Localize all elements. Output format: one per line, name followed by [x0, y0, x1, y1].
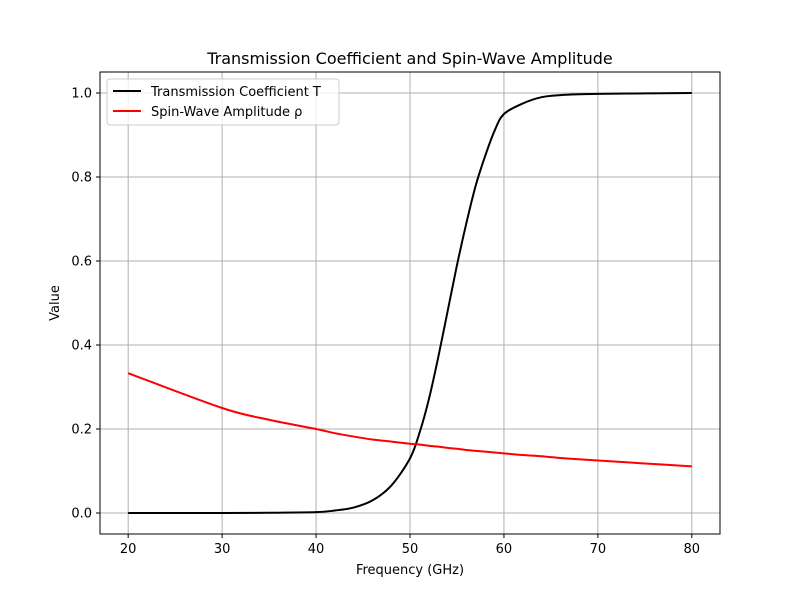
y-tick-label: 0.6 [71, 255, 92, 270]
x-tick-label: 70 [590, 542, 607, 557]
x-tick-label: 20 [120, 542, 137, 557]
legend-label-spin-wave: Spin-Wave Amplitude ρ [151, 105, 302, 120]
legend: Transmission Coefficient T Spin-Wave Amp… [106, 78, 340, 126]
y-tick-label: 0.8 [71, 171, 92, 186]
tick-layer: 20 30 40 50 60 70 80 0.0 0.2 0.4 0.6 0.8 1.0 [71, 87, 700, 558]
y-axis-label: Value [48, 285, 63, 321]
legend-box [106, 78, 340, 126]
y-tick-label: 0.4 [71, 339, 92, 354]
y-tick-label: 0.0 [71, 507, 92, 522]
x-tick-label: 40 [308, 542, 325, 557]
x-tick-label: 50 [402, 542, 419, 557]
chart-title: Transmission Coefficient and Spin-Wave A… [206, 49, 613, 68]
series-line-transmission [128, 92, 692, 515]
x-axis-label: Frequency (GHz) [356, 563, 464, 578]
y-tick-label: 1.0 [71, 87, 92, 102]
x-tick-label: 30 [214, 542, 231, 557]
legend-label-transmission: Transmission Coefficient T [150, 85, 321, 100]
x-tick-label: 80 [684, 542, 701, 557]
series-layer [127, 92, 692, 515]
x-tick-label: 60 [496, 542, 513, 557]
series-line-spin-wave [127, 372, 692, 468]
y-tick-label: 0.2 [71, 423, 92, 438]
